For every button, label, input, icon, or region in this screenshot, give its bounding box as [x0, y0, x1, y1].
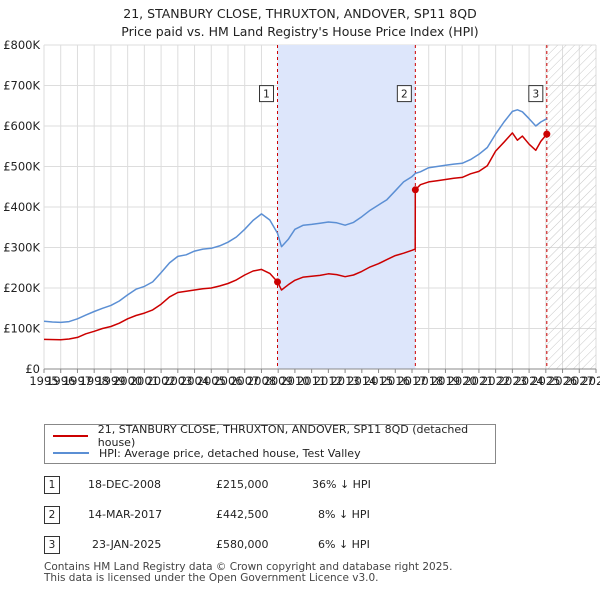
x-tick-label: 2012 — [314, 374, 343, 388]
legend-line-hpi — [53, 452, 89, 454]
x-tick-label: 2022 — [481, 374, 510, 388]
x-tick-label: 2016 — [381, 374, 410, 388]
x-tick-label: 2019 — [431, 374, 460, 388]
forecast-hatch — [546, 45, 596, 369]
y-tick-label: £0 — [25, 362, 40, 376]
x-tick-label: 2014 — [347, 374, 376, 388]
y-tick-label: £200K — [3, 281, 40, 295]
x-tick-label: 2013 — [330, 374, 359, 388]
sale-marker-number: 1 — [263, 89, 270, 101]
footer-copyright: Contains HM Land Registry data © Crown c… — [44, 561, 453, 573]
transaction-hpi-diff: 36% ↓ HPI — [312, 478, 371, 491]
chart-title: 21, STANBURY CLOSE, THRUXTON, ANDOVER, S… — [123, 6, 477, 21]
transaction-date: 23-JAN-2025 — [92, 538, 162, 551]
legend-line-property — [53, 435, 88, 437]
x-tick-label: 2007 — [230, 374, 259, 388]
transaction-hpi-diff: 6% ↓ HPI — [318, 538, 370, 551]
sale-point — [411, 186, 419, 194]
x-tick-label: 2020 — [448, 374, 477, 388]
sale-marker-number: 3 — [532, 89, 539, 101]
shaded-period — [277, 45, 416, 369]
x-tick-label: 2009 — [264, 374, 293, 388]
footer-licence: This data is licensed under the Open Gov… — [44, 572, 379, 584]
x-tick-label: 1995 — [29, 374, 58, 388]
x-tick-label: 1999 — [96, 374, 125, 388]
x-tick-label: 2015 — [364, 374, 393, 388]
transaction-number: 3 — [44, 536, 60, 554]
transaction-number: 2 — [44, 506, 60, 524]
sale-point — [274, 278, 282, 286]
x-tick-label: 2023 — [498, 374, 527, 388]
x-tick-label: 2017 — [397, 374, 426, 388]
x-tick-label: 1997 — [63, 374, 92, 388]
chart-legend: 21, STANBURY CLOSE, THRUXTON, ANDOVER, S… — [44, 423, 496, 464]
transaction-hpi-diff: 8% ↓ HPI — [318, 508, 370, 521]
x-tick-label: 2027 — [565, 374, 594, 388]
transaction-date: 14-MAR-2017 — [88, 508, 163, 521]
sale-point — [543, 130, 551, 138]
sale-marker-label: 3 — [528, 85, 544, 103]
transaction-price: £215,000 — [216, 478, 269, 491]
x-tick-label: 2008 — [247, 374, 276, 388]
legend-label-hpi: HPI: Average price, detached house, Test… — [99, 446, 361, 460]
y-tick-label: £600K — [3, 119, 40, 133]
transaction-price: £442,500 — [216, 508, 269, 521]
transaction-row: 3 23-JAN-2025 £580,000 6% ↓ HPI — [44, 536, 404, 554]
x-tick-label: 1996 — [46, 374, 75, 388]
transaction-row: 2 14-MAR-2017 £442,500 8% ↓ HPI — [44, 506, 404, 524]
property-series-line — [44, 132, 548, 341]
x-tick-label: 2025 — [531, 374, 560, 388]
x-tick-label: 1998 — [80, 374, 109, 388]
x-tick-label: 2018 — [414, 374, 443, 388]
legend-item-property: 21, STANBURY CLOSE, THRUXTON, ANDOVER, S… — [53, 423, 495, 449]
x-tick-label: 2002 — [146, 374, 175, 388]
x-tick-label: 2004 — [180, 374, 209, 388]
x-tick-label: 2021 — [464, 374, 493, 388]
sale-marker-number: 2 — [401, 89, 408, 101]
hpi-series-line — [44, 109, 548, 324]
sale-marker-box — [259, 85, 275, 103]
x-tick-label: 2005 — [197, 374, 226, 388]
price-chart: 1 2 3 £0 £100K £200K £300K £400K £500K £600K £700… — [3, 38, 600, 388]
sale-marker-box — [396, 85, 412, 103]
transaction-date: 18-DEC-2008 — [88, 478, 162, 491]
y-tick-label: £100K — [3, 322, 40, 336]
sale-marker-box — [528, 85, 544, 103]
x-tick-label: 2011 — [297, 374, 326, 388]
sale-marker-label: 2 — [396, 85, 412, 103]
y-tick-label: £800K — [3, 38, 40, 52]
y-tick-label: £300K — [3, 241, 40, 255]
y-tick-label: £400K — [3, 200, 40, 214]
sale-marker-label: 1 — [259, 85, 275, 103]
transaction-price: £580,000 — [216, 538, 269, 551]
x-tick-label: 2024 — [514, 374, 543, 388]
chart-subtitle: Price paid vs. HM Land Registry's House … — [121, 24, 479, 39]
legend-label-property: 21, STANBURY CLOSE, THRUXTON, ANDOVER, S… — [97, 423, 469, 449]
legend-item-hpi: HPI: Average price, detached house, Test… — [53, 445, 361, 461]
x-tick-label: 2028 — [581, 374, 600, 388]
x-tick-label: 2026 — [548, 374, 577, 388]
x-tick-label: 2000 — [113, 374, 142, 388]
x-tick-label: 2006 — [213, 374, 242, 388]
y-tick-label: £700K — [3, 79, 40, 93]
x-tick-label: 2001 — [130, 374, 159, 388]
y-tick-label: £500K — [3, 160, 40, 174]
transaction-number: 1 — [44, 476, 60, 494]
transaction-row: 1 18-DEC-2008 £215,000 36% ↓ HPI — [44, 476, 404, 494]
x-tick-label: 2003 — [163, 374, 192, 388]
x-tick-label: 2010 — [280, 374, 309, 388]
